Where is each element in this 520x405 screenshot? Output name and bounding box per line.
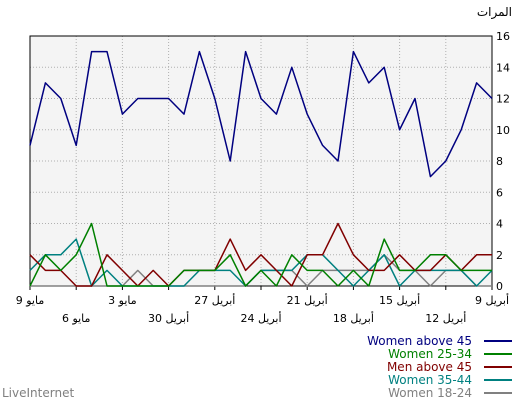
x-tick-label: 27 أبريل (194, 293, 235, 307)
y-tick-label: 14 (496, 61, 510, 74)
x-tick-label: 9 مايو (16, 294, 45, 307)
x-tick-label: 24 أبريل (240, 311, 281, 325)
series-lines (29, 50, 493, 287)
legend-label: Women above 45 (367, 334, 472, 348)
y-tick-label: 2 (496, 249, 503, 262)
x-tick-label: 3 مايو (108, 294, 137, 307)
y-axis-label: المرات (477, 5, 512, 20)
series-line-women-above-45 (29, 50, 493, 178)
y-tick-label: 10 (496, 124, 510, 137)
series-line-women-25-34 (29, 222, 492, 287)
y-tick-label: 16 (496, 30, 510, 43)
x-tick-label: 15 أبريل (379, 293, 420, 307)
legend-label: Men above 45 (387, 360, 472, 374)
watermark-text: LiveInternet (2, 386, 75, 400)
y-tick-label: 0 (496, 280, 503, 293)
x-tick-label: 18 أبريل (333, 311, 374, 325)
x-tick-label: 12 أبريل (425, 311, 466, 325)
y-tick-label: 6 (496, 186, 503, 199)
y-tick-label: 12 (496, 93, 510, 106)
x-tick-label: 9 أبريل (475, 293, 509, 307)
x-tick-label: 30 أبريل (148, 311, 189, 325)
legend-label: Women 18-24 (388, 386, 472, 400)
x-tick-label: 6 مايو (62, 312, 91, 325)
legend-label: Women 25-34 (388, 347, 472, 361)
y-tick-label: 8 (496, 155, 503, 168)
x-tick-labels: 9 مايو 3 مايو 27 أبريل 21 أبريل 15 أبريل 9 أب… (16, 286, 509, 325)
x-tick-label: 21 أبريل (287, 293, 328, 307)
y-tick-label: 4 (496, 218, 503, 231)
y-tick-labels: 0 2 4 6 8 10 12 14 16 (496, 30, 510, 293)
legend-label: Women 35-44 (388, 373, 472, 387)
